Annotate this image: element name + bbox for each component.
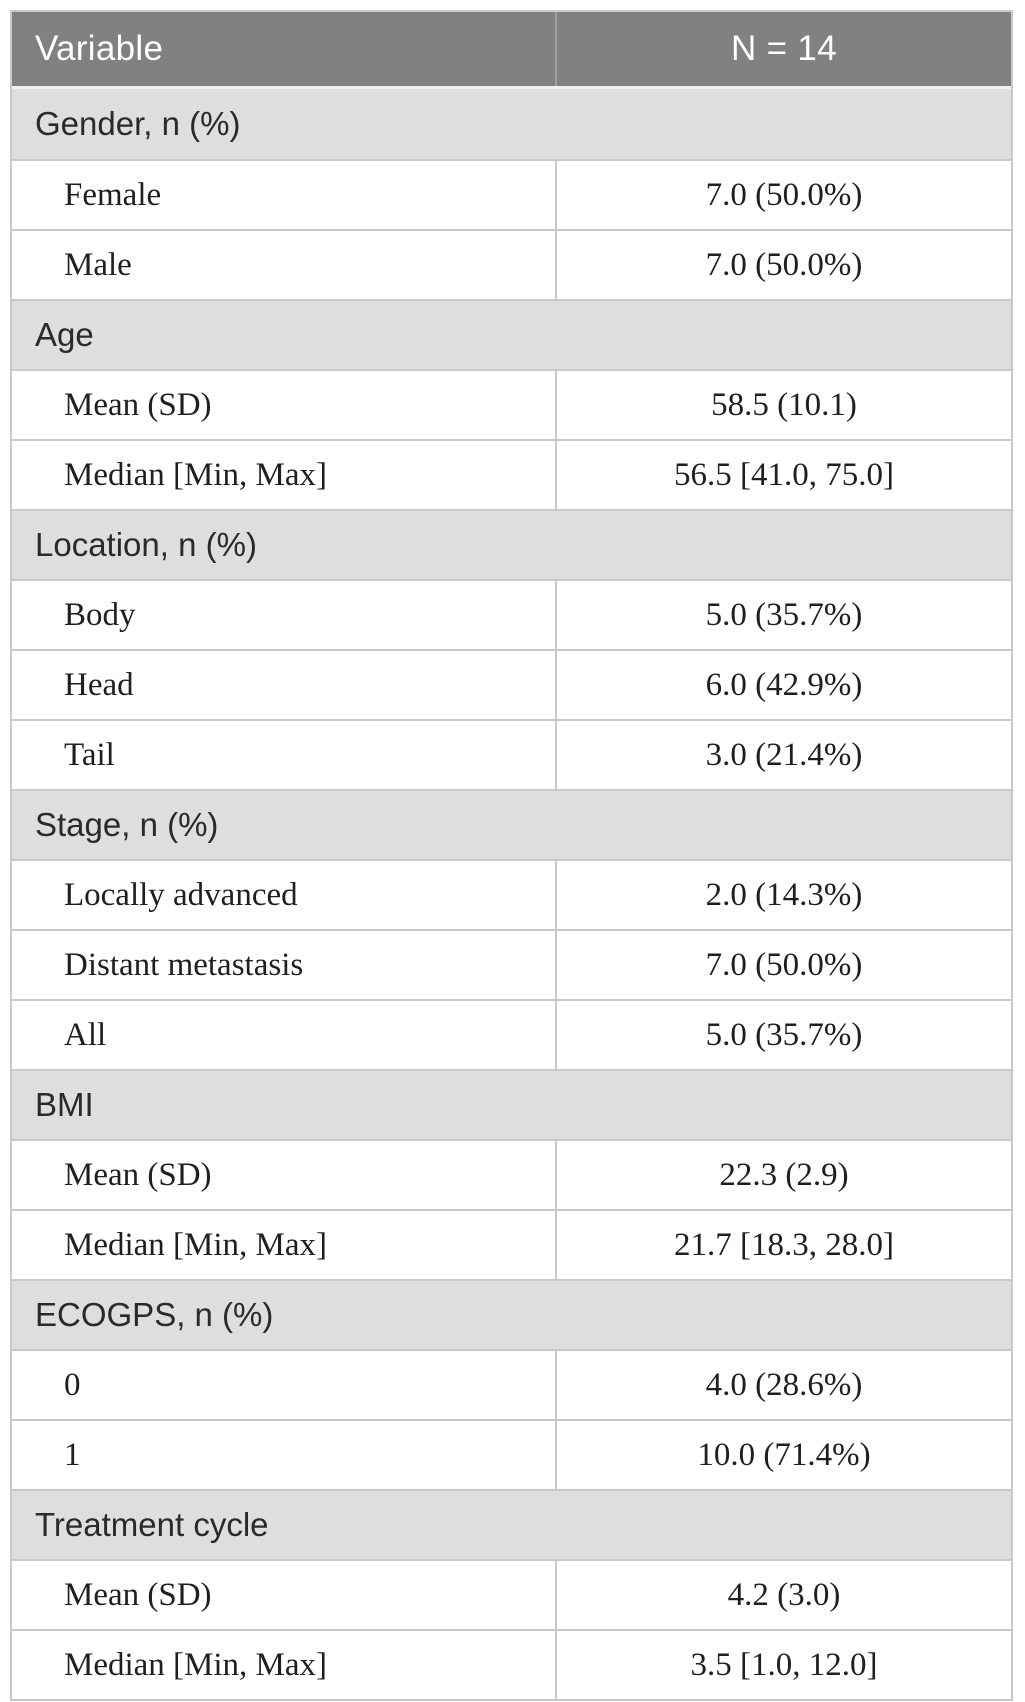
- table-row: 0 4.0 (28.6%): [12, 1349, 1011, 1419]
- row-value: 10.0 (71.4%): [555, 1421, 1011, 1489]
- row-value: 21.7 [18.3, 28.0]: [555, 1211, 1011, 1279]
- table-row: Body 5.0 (35.7%): [12, 579, 1011, 649]
- row-value: 2.0 (14.3%): [555, 861, 1011, 929]
- section-row: Gender, n (%): [12, 89, 1011, 159]
- section-label: ECOGPS, n (%): [35, 1296, 274, 1333]
- table-row: All 5.0 (35.7%): [12, 999, 1011, 1069]
- row-label: All: [64, 1016, 107, 1053]
- row-label: Median [Min, Max]: [64, 1226, 328, 1263]
- row-value: 6.0 (42.9%): [555, 651, 1011, 719]
- row-label: Head: [64, 666, 134, 703]
- section-label: Stage, n (%): [35, 806, 219, 843]
- section-row: ECOGPS, n (%): [12, 1279, 1011, 1349]
- table-row: Median [Min, Max] 56.5 [41.0, 75.0]: [12, 439, 1011, 509]
- column-header-n: N = 14: [555, 12, 1011, 86]
- row-label: Male: [64, 246, 132, 283]
- row-label: Median [Min, Max]: [64, 456, 328, 493]
- table-row: Mean (SD) 4.2 (3.0): [12, 1559, 1011, 1629]
- section-row: Age: [12, 299, 1011, 369]
- row-label: Female: [64, 176, 162, 213]
- table-header-row: Variable N = 14: [12, 12, 1011, 89]
- row-label: 1: [64, 1436, 81, 1473]
- table-row: Male 7.0 (50.0%): [12, 229, 1011, 299]
- row-value: 58.5 (10.1): [555, 371, 1011, 439]
- table-row: Locally advanced 2.0 (14.3%): [12, 859, 1011, 929]
- row-label: Median [Min, Max]: [64, 1646, 328, 1683]
- row-value: 4.2 (3.0): [555, 1561, 1011, 1629]
- row-label: Mean (SD): [64, 1576, 212, 1613]
- row-value: 5.0 (35.7%): [555, 1001, 1011, 1069]
- section-label: Location, n (%): [35, 526, 257, 563]
- table-row: Mean (SD) 22.3 (2.9): [12, 1139, 1011, 1209]
- row-label: Locally advanced: [64, 876, 298, 913]
- row-label: Tail: [64, 736, 115, 773]
- table-row: Distant metastasis 7.0 (50.0%): [12, 929, 1011, 999]
- row-value: 7.0 (50.0%): [555, 231, 1011, 299]
- table-row: Median [Min, Max] 21.7 [18.3, 28.0]: [12, 1209, 1011, 1279]
- section-label: Treatment cycle: [35, 1506, 269, 1543]
- row-value: 7.0 (50.0%): [555, 161, 1011, 229]
- table-row: Female 7.0 (50.0%): [12, 159, 1011, 229]
- section-row: Stage, n (%): [12, 789, 1011, 859]
- section-row: BMI: [12, 1069, 1011, 1139]
- row-value: 56.5 [41.0, 75.0]: [555, 441, 1011, 509]
- table-row: Tail 3.0 (21.4%): [12, 719, 1011, 789]
- baseline-characteristics-table: Variable N = 14 Gender, n (%) Female 7.0…: [10, 10, 1013, 1701]
- table-row: Head 6.0 (42.9%): [12, 649, 1011, 719]
- row-label: Mean (SD): [64, 386, 212, 423]
- table-row: 1 10.0 (71.4%): [12, 1419, 1011, 1489]
- row-label: Distant metastasis: [64, 946, 304, 983]
- row-value: 7.0 (50.0%): [555, 931, 1011, 999]
- table-body: Gender, n (%) Female 7.0 (50.0%) Male 7.…: [12, 89, 1011, 1699]
- table-row: Mean (SD) 58.5 (10.1): [12, 369, 1011, 439]
- row-value: 5.0 (35.7%): [555, 581, 1011, 649]
- row-label: Mean (SD): [64, 1156, 212, 1193]
- row-value: 3.5 [1.0, 12.0]: [555, 1631, 1011, 1699]
- section-label: Gender, n (%): [35, 105, 241, 142]
- row-value: 3.0 (21.4%): [555, 721, 1011, 789]
- section-row: Treatment cycle: [12, 1489, 1011, 1559]
- section-label: BMI: [35, 1086, 94, 1123]
- row-value: 4.0 (28.6%): [555, 1351, 1011, 1419]
- column-header-variable: Variable: [35, 29, 164, 68]
- section-label: Age: [35, 316, 94, 353]
- row-label: Body: [64, 596, 136, 633]
- row-value: 22.3 (2.9): [555, 1141, 1011, 1209]
- table-row: Median [Min, Max] 3.5 [1.0, 12.0]: [12, 1629, 1011, 1699]
- row-label: 0: [64, 1366, 81, 1403]
- section-row: Location, n (%): [12, 509, 1011, 579]
